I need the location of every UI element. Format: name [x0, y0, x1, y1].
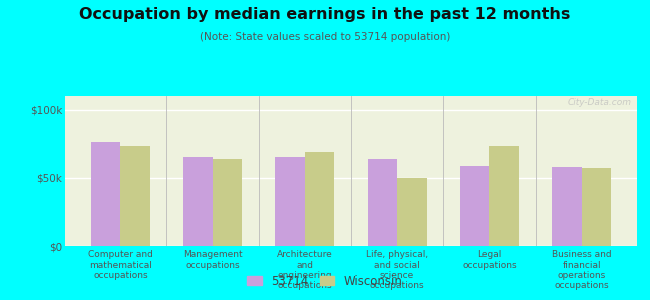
- Bar: [368, 159, 397, 246]
- Bar: [120, 146, 150, 246]
- Text: Occupation by median earnings in the past 12 months: Occupation by median earnings in the pas…: [79, 8, 571, 22]
- Legend: 53714, Wisconsin: 53714, Wisconsin: [244, 271, 406, 291]
- Bar: [276, 158, 305, 246]
- Bar: [213, 159, 242, 246]
- Text: (Note: State values scaled to 53714 population): (Note: State values scaled to 53714 popu…: [200, 32, 450, 41]
- Bar: [489, 146, 519, 246]
- Bar: [552, 167, 582, 246]
- Bar: [91, 142, 120, 246]
- Bar: [183, 158, 213, 246]
- Text: City-Data.com: City-Data.com: [567, 98, 631, 106]
- Bar: [305, 152, 334, 246]
- Bar: [460, 166, 489, 246]
- Bar: [582, 168, 611, 246]
- Bar: [397, 178, 426, 246]
